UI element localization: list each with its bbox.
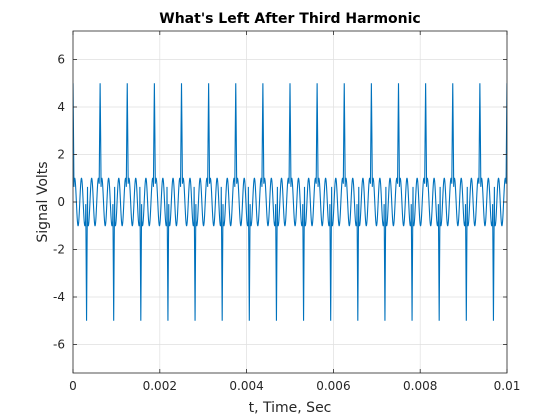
x-tick-label: 0.01 bbox=[494, 379, 521, 393]
x-tick-label: 0.008 bbox=[403, 379, 437, 393]
y-axis-label: Signal Volts bbox=[35, 161, 51, 242]
y-tick-label: 2 bbox=[57, 148, 65, 162]
x-axis-ticks: 0 0.002 0.004 0.006 0.008 0.01 bbox=[69, 31, 520, 393]
signal-series-line bbox=[73, 83, 507, 321]
y-tick-label: 4 bbox=[57, 100, 65, 114]
plot-lines bbox=[73, 83, 507, 321]
x-tick-label: 0.004 bbox=[229, 379, 263, 393]
grid bbox=[72, 31, 508, 373]
chart-title: What's Left After Third Harmonic bbox=[159, 11, 420, 27]
y-tick-label: -6 bbox=[53, 338, 65, 352]
x-tick-label: 0 bbox=[69, 379, 77, 393]
x-axis-label: t, Time, Sec bbox=[249, 400, 332, 416]
x-tick-label: 0.002 bbox=[143, 379, 177, 393]
y-tick-label: 0 bbox=[57, 195, 65, 209]
y-axis-ticks: -6 -4 -2 0 2 4 6 bbox=[53, 53, 507, 352]
y-tick-label: -2 bbox=[53, 243, 65, 257]
x-tick-label: 0.006 bbox=[316, 379, 350, 393]
y-tick-label: -4 bbox=[53, 290, 65, 304]
y-tick-label: 6 bbox=[57, 53, 65, 67]
